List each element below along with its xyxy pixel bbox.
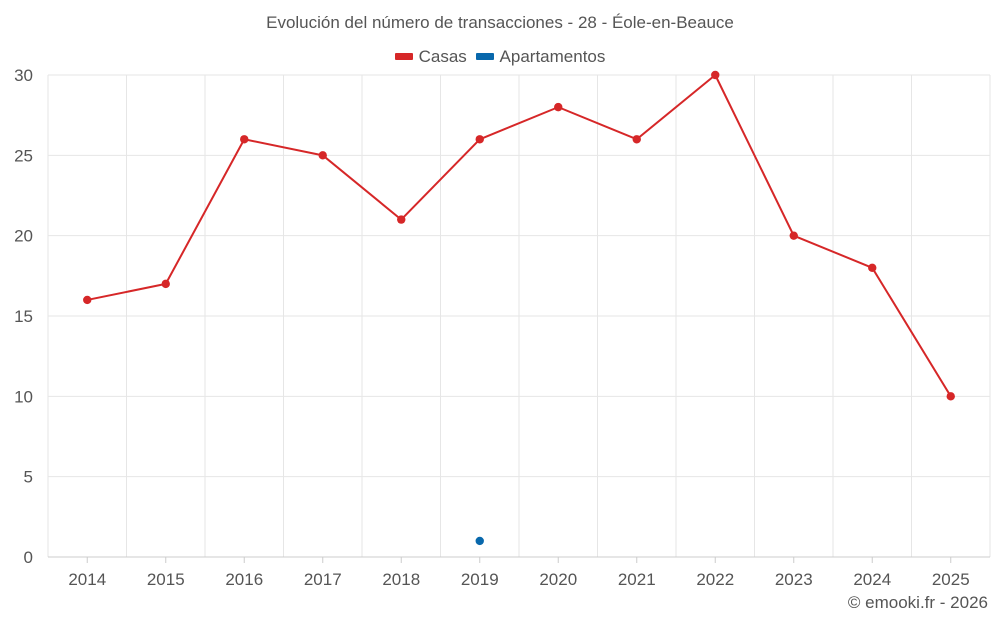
x-tick-label-2015: 2015 — [147, 570, 185, 589]
data-point-casas-2014[interactable] — [83, 295, 92, 305]
legend-item-casas[interactable]: Casas — [394, 46, 467, 67]
y-tick-label-20: 20 — [14, 227, 33, 246]
data-point-casas-2024[interactable] — [868, 263, 877, 272]
x-tick-label-2020: 2020 — [539, 570, 577, 589]
data-point-casas-2016[interactable] — [240, 135, 249, 144]
series-layer — [83, 70, 955, 546]
x-tick-label-2021: 2021 — [618, 570, 656, 589]
x-tick-label-2025: 2025 — [932, 570, 970, 589]
legend-label-apartamentos: Apartamentos — [499, 46, 606, 66]
x-tick-label-2023: 2023 — [775, 570, 813, 589]
data-point-casas-2015[interactable] — [161, 279, 170, 289]
y-tick-label-5: 5 — [24, 468, 33, 487]
data-point-casas-2019[interactable] — [475, 135, 484, 144]
data-point-casas-2025[interactable] — [946, 392, 955, 401]
grid-layer — [47, 74, 991, 557]
credit-text: © emooki.fr - 2026 — [847, 593, 988, 612]
x-tick-label-2014: 2014 — [68, 570, 106, 589]
legend-swatch-casas — [394, 53, 413, 60]
x-tick-label-2019: 2019 — [461, 570, 499, 589]
data-point-apartamentos-2019[interactable] — [475, 536, 484, 546]
data-point-casas-2017[interactable] — [318, 151, 327, 160]
x-tick-label-2018: 2018 — [382, 570, 420, 589]
data-point-casas-2020[interactable] — [554, 102, 563, 112]
chart-legend: Casas Apartamentos — [0, 45, 1000, 67]
legend-item-apartamentos[interactable]: Apartamentos — [475, 46, 606, 67]
legend-label-casas: Casas — [418, 46, 467, 66]
x-tick-label-2022: 2022 — [696, 570, 734, 589]
x-tick-label-2024: 2024 — [853, 570, 891, 589]
legend-swatch-apartamentos — [475, 53, 494, 60]
data-point-casas-2022[interactable] — [711, 70, 720, 80]
chart-title: Evolución del número de transacciones - … — [266, 13, 734, 32]
y-tick-label-25: 25 — [14, 146, 33, 165]
y-tick-label-0: 0 — [24, 548, 33, 567]
data-point-casas-2023[interactable] — [789, 231, 798, 240]
y-tick-label-30: 30 — [14, 66, 33, 85]
y-tick-label-15: 15 — [14, 307, 33, 326]
series-line-casas — [87, 74, 952, 397]
data-point-casas-2018[interactable] — [397, 215, 406, 224]
x-tick-label-2017: 2017 — [304, 570, 342, 589]
y-tick-label-10: 10 — [14, 387, 33, 406]
x-tick-label-2016: 2016 — [225, 570, 263, 589]
data-point-casas-2021[interactable] — [632, 135, 641, 144]
